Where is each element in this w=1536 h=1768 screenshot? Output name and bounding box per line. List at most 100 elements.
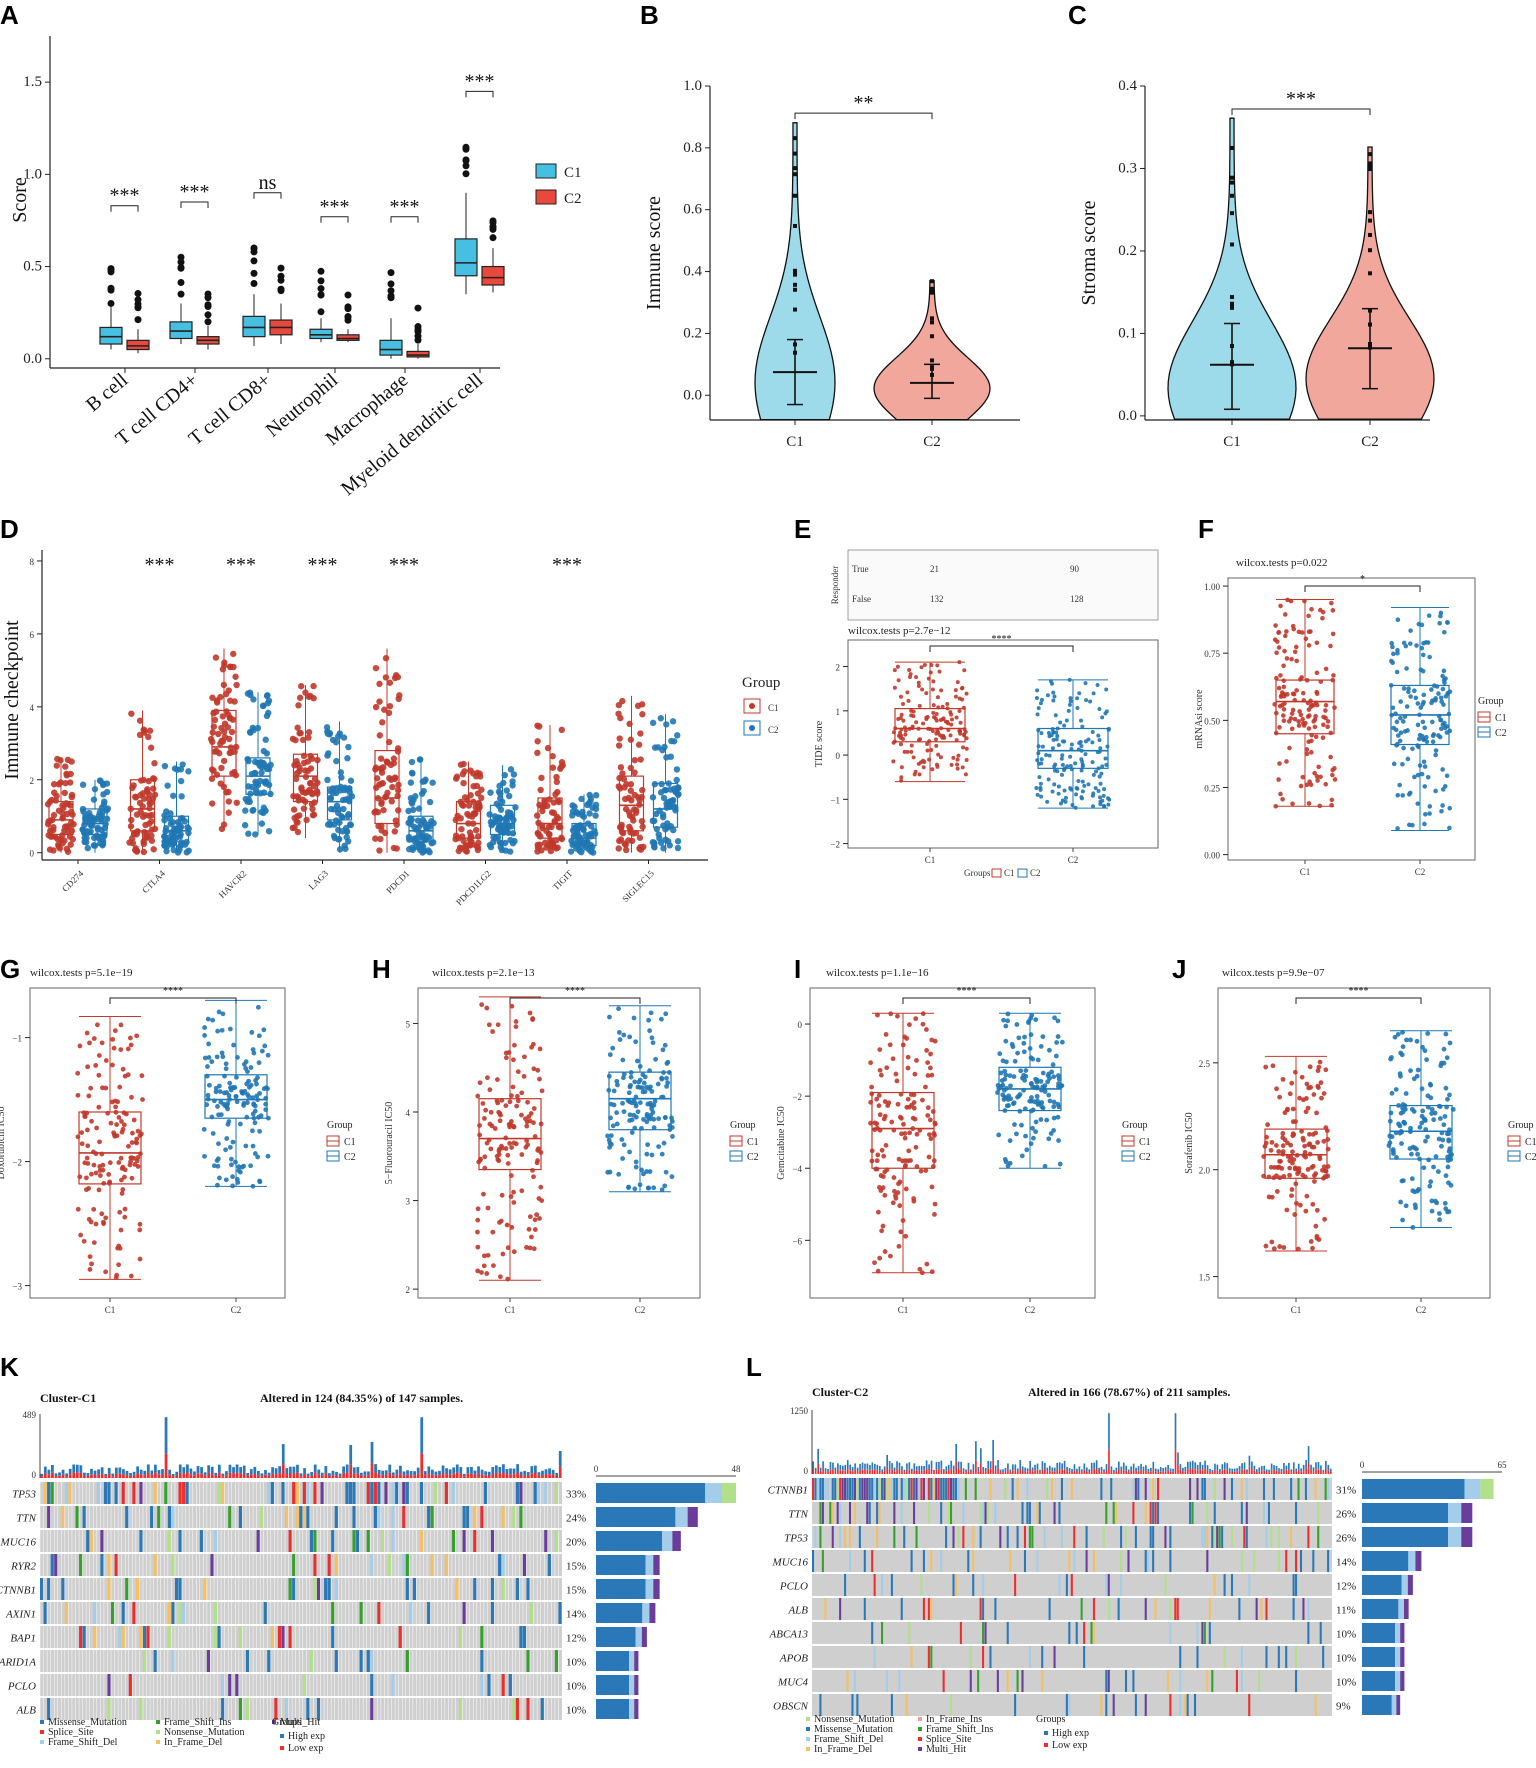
panel-i-points-0-point [882,1117,887,1122]
panel-k-mutation-cell [51,1482,54,1504]
panel-d-points-c1-0-point [67,779,73,785]
panel-k-mutation-cell [466,1506,469,1528]
panel-d-points-c2-4-point [417,847,423,853]
panel-j-points-0-point [1280,1152,1285,1157]
panel-f-points-1-point [1405,728,1410,733]
panel-k-mutation-cell [175,1578,178,1600]
panel-f-points-1-point [1433,696,1438,701]
panel-c-point [1230,181,1234,185]
panel-f-points-0-point [1332,766,1337,771]
panel-e-table-cell: 21 [930,564,939,574]
panel-label-k: K [0,1352,19,1382]
panel-f-points-1-point [1445,620,1450,625]
panel-e-points-1-point [1068,678,1072,682]
panel-d-points-c2-0-point [99,836,105,842]
panel-e-points-1-point [1062,724,1066,728]
panel-d-points-c2-7-point [654,826,660,832]
panel-k-tmb-bar [214,1473,217,1476]
panel-i-points-1-point [1031,1136,1036,1141]
panel-j-points-1-point [1419,1121,1424,1126]
panel-h-points-1-point [617,1030,622,1035]
panel-g-points-0-point [78,1044,83,1049]
panel-k-tmb-bar [264,1470,267,1475]
panel-k-mutation-cell [491,1602,494,1624]
panel-g-points-1-point [202,1025,207,1030]
panel-j-points-0-point [1315,1084,1320,1089]
panel-g-points-0-point [86,1094,91,1099]
panel-d-points-c1-5-point [453,775,459,781]
panel-j-points-1-point [1440,1130,1445,1135]
panel-h-points-0-point [504,1055,509,1060]
panel-i-points-0-point [929,1136,934,1141]
panel-e-points-1-point [1039,782,1043,786]
panel-k-tmb-bar [214,1476,217,1478]
panel-g-points-1-point [217,1176,222,1181]
panel-g-points-1-point [224,1136,229,1141]
panel-d-points-c1-5-point [467,836,473,842]
panel-k-tmb-bar [218,1473,221,1478]
panel-d-points-c1-6-point [534,750,540,756]
panel-i-points-0-point [875,1153,880,1158]
panel-g-points-1-point [215,1054,220,1059]
panel-k-tmb-bar [204,1472,207,1475]
panel-k-tmb-bar [143,1471,146,1475]
panel-d-xtick-label: SIGLEC15 [620,868,656,904]
panel-d-points-c1-6-point [553,774,559,780]
panel-d-points-c1-1-point [133,794,139,800]
panel-j-points-1-point [1415,1074,1420,1079]
panel-a-outlier [318,268,325,275]
panel-e-points-0-point [965,758,969,762]
panel-i-sig-bracket [903,998,1030,1004]
panel-h-points-0-point [525,1100,530,1105]
panel-g-points-0-point [100,1040,105,1045]
panel-e-points-0-point [910,744,914,748]
panel-k-tmb-bar [356,1467,359,1474]
panel-g-xtick-label: C2 [231,1305,242,1315]
panel-e-points-1-point [1097,789,1101,793]
panel-f-points-0-point [1309,750,1314,755]
panel-a-box-c2-0 [127,329,149,353]
panel-j-points-0-point [1322,1091,1327,1096]
panel-j-points-1-point [1448,1041,1453,1046]
panel-d-points-c2-2-point [258,769,264,775]
panel-d-points-c2-3-point [330,790,336,796]
panel-k-mutation-cell [402,1506,405,1528]
panel-g-points-1-point [212,1098,217,1103]
panel-k-mutation-cell [289,1530,292,1552]
panel-d-points-c2-2-point [260,703,266,709]
panel-d-points-c2-4-point [430,820,436,826]
panel-e-points-0-point [891,759,895,763]
panel-e-points-0-point [899,695,903,699]
panel-f-points-1-point [1397,783,1402,788]
panel-j-points-0-point [1322,1164,1327,1169]
panel-k-tmb-bar [545,1469,548,1474]
panel-i-points-1-point [1029,1109,1034,1114]
panel-k-tmb-bar [435,1475,438,1478]
panel-a-outlier [490,234,497,241]
panel-h-points-0-point [535,1158,540,1163]
panel-k-tmb-bar [275,1468,278,1474]
panel-g-points-1-point [243,1144,248,1149]
panel-i-points-1-point [1056,1034,1061,1039]
panel-e-points-0-point [930,767,934,771]
panel-k-tmb-bar [530,1473,533,1478]
panel-k-tmb-bar [172,1474,175,1476]
panel-g-points-0-point [101,1181,106,1186]
panel-d-points-c2-4-point [409,816,415,822]
panel-f-points-0-point [1301,691,1306,696]
panel-j-points-0-point [1266,1174,1271,1179]
panel-i-points-1-point [1056,1018,1061,1023]
panel-f-points-1-point [1429,701,1434,706]
panel-k-tmb-bar [438,1471,441,1475]
panel-h-points-0-point [475,1230,480,1235]
panel-g-points-1-point [251,1144,256,1149]
panel-f-points-0-point [1296,719,1301,724]
panel-d-points-c2-3-point [347,789,353,795]
panel-h-points-1-point [660,1187,665,1192]
panel-d-points-c2-3-point [345,744,351,750]
panel-g-points-0-point [126,1144,131,1149]
panel-h-points-1-point [636,1109,641,1114]
panel-h-points-0-point [482,1166,487,1171]
panel-e-points-1-point [1102,794,1106,798]
panel-k-mutation-cell [427,1506,430,1528]
